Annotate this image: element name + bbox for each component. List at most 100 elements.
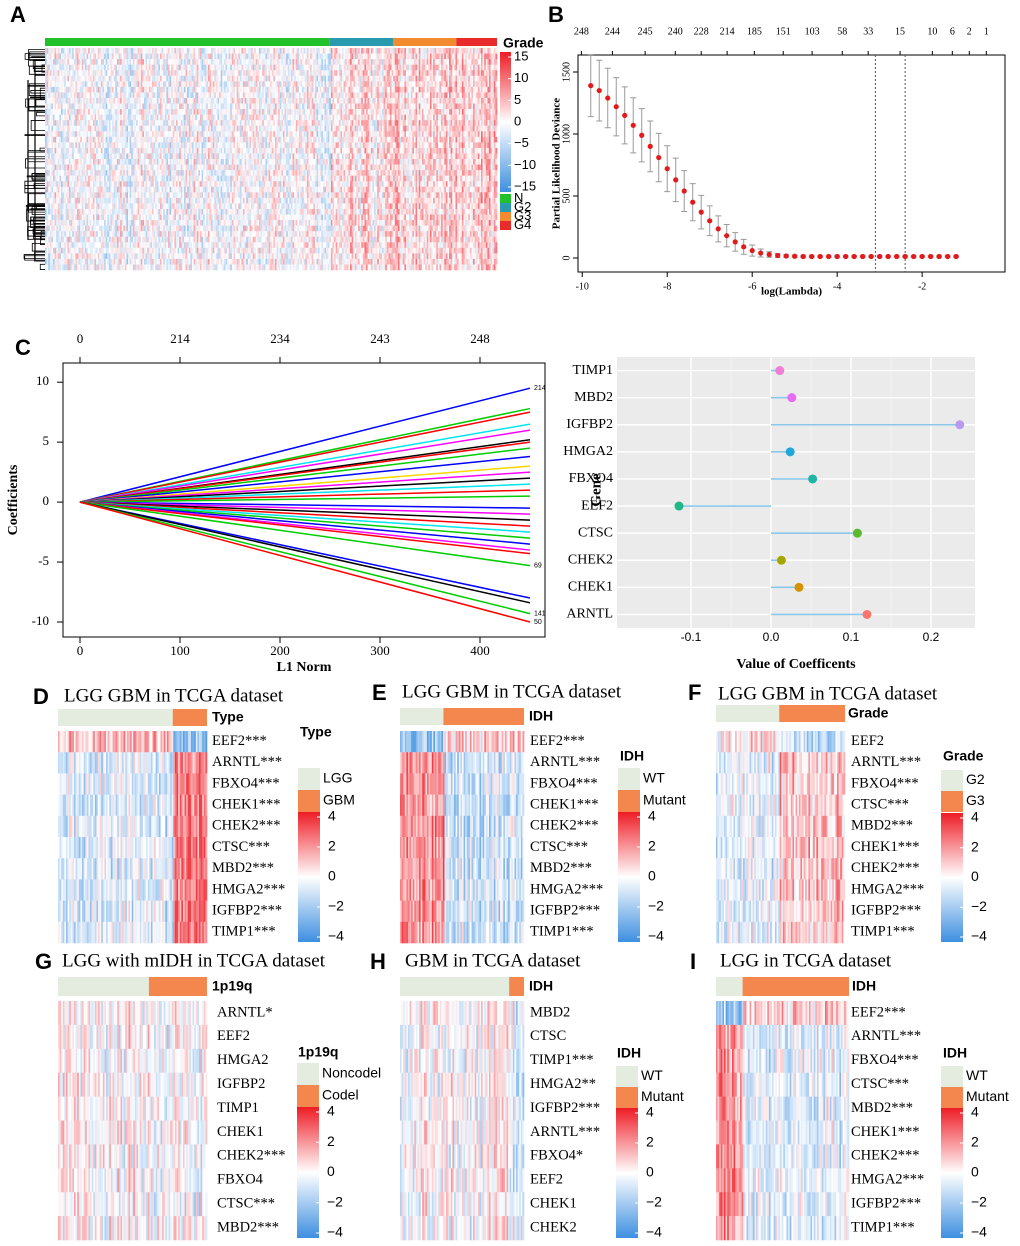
heatmap-cell xyxy=(220,186,223,193)
heatmap-cell xyxy=(217,159,220,165)
heatmap-cell xyxy=(174,236,177,243)
heatmap-cell xyxy=(89,203,92,210)
heatmap-cell xyxy=(56,59,59,65)
heatmap-cell xyxy=(102,192,105,199)
heatmap-cell xyxy=(52,147,55,154)
heatmap-cell xyxy=(182,175,185,182)
heatmap-cell xyxy=(147,64,150,71)
heatmap-cell xyxy=(166,192,169,199)
heatmap-cell xyxy=(169,242,172,249)
heatmap-cell xyxy=(148,186,151,193)
heatmap-cell xyxy=(183,208,186,215)
heatmap-cell xyxy=(153,142,156,149)
heatmap-cell xyxy=(126,197,129,204)
heatmap-cell xyxy=(134,192,137,199)
point xyxy=(630,122,636,128)
heatmap-cell xyxy=(212,53,215,60)
heatmap-cell xyxy=(105,75,108,82)
heatmap-cell xyxy=(164,53,167,60)
heatmap-cell xyxy=(227,64,229,71)
heatmap-cell xyxy=(169,214,172,221)
heatmap-cell xyxy=(231,181,234,188)
heatmap-cell xyxy=(161,242,164,249)
heatmap-cell xyxy=(183,75,186,82)
heatmap-cell xyxy=(89,175,92,182)
heatmap-cell xyxy=(64,75,67,82)
heatmap-cell xyxy=(56,231,59,237)
heatmap-cell xyxy=(99,81,102,88)
heatmap-cell xyxy=(46,53,49,60)
heatmap-cell xyxy=(113,164,116,171)
heatmap-cell xyxy=(52,159,55,165)
heatmap-cell xyxy=(110,92,113,99)
heatmap-cell xyxy=(155,181,158,188)
heatmap-cell xyxy=(223,125,226,132)
heatmap-cell xyxy=(115,120,118,126)
heatmap-cell xyxy=(198,264,201,271)
heatmap-cell xyxy=(190,203,193,210)
heatmap-cell xyxy=(49,53,52,60)
heatmap-cell xyxy=(150,59,153,65)
heatmap-cell xyxy=(187,197,190,204)
heatmap-cell xyxy=(131,142,134,149)
top-tick-label: 103 xyxy=(805,26,820,37)
point xyxy=(647,143,653,149)
heatmap-cell xyxy=(134,225,137,232)
heatmap-cell xyxy=(215,86,218,93)
heatmap-cell xyxy=(131,175,134,182)
heatmap-cell xyxy=(196,203,199,210)
heatmap-cell xyxy=(212,48,215,54)
heatmap-cell xyxy=(80,164,83,171)
heatmap-cell xyxy=(80,103,83,110)
heatmap-cell xyxy=(56,159,59,165)
heatmap-cell xyxy=(123,258,126,265)
heatmap-cell xyxy=(88,231,91,237)
heatmap-cell xyxy=(222,86,225,93)
heatmap-cell xyxy=(57,64,60,71)
heatmap-cell xyxy=(172,114,175,121)
heatmap-cell xyxy=(211,75,214,82)
heatmap-cell xyxy=(191,231,194,237)
heatmap-cell xyxy=(137,70,140,77)
heatmap-cell xyxy=(222,203,225,210)
heatmap-cell xyxy=(185,264,188,271)
heatmap-cell xyxy=(134,92,137,99)
heatmap-cell xyxy=(116,86,119,93)
heatmap-cell xyxy=(191,264,194,271)
heatmap-cell xyxy=(57,120,60,126)
heatmap-cell xyxy=(198,208,201,215)
heatmap-cell xyxy=(174,131,177,138)
heatmap-cell xyxy=(201,164,204,171)
heatmap-cell xyxy=(62,64,65,71)
heatmap-cell xyxy=(92,203,95,210)
heatmap-cell xyxy=(214,59,217,65)
top-tick-label: 0 xyxy=(77,331,84,346)
heatmap-cell xyxy=(46,164,49,171)
heatmap-cell xyxy=(145,70,148,77)
heatmap-cell xyxy=(207,203,210,210)
heatmap-cell xyxy=(167,53,170,60)
heatmap-cell xyxy=(228,109,231,115)
heatmap-cell xyxy=(70,186,73,193)
heatmap-cell xyxy=(209,92,212,99)
heatmap-cell xyxy=(231,258,234,265)
heatmap-cell xyxy=(148,258,151,265)
heatmap-cell xyxy=(100,186,103,193)
heatmap-cell xyxy=(199,203,202,210)
heatmap-cell xyxy=(118,86,121,93)
heatmap-cell xyxy=(113,208,116,215)
heatmap-cell xyxy=(155,75,158,82)
heatmap-cell xyxy=(46,109,49,115)
heatmap-cell xyxy=(46,242,49,249)
heatmap-cell xyxy=(54,142,57,149)
heatmap-cell xyxy=(97,59,100,65)
heatmap-cell xyxy=(70,114,73,121)
heatmap-cell xyxy=(152,164,154,171)
heatmap-cell xyxy=(199,192,202,199)
heatmap-cell xyxy=(203,59,206,65)
heatmap-cell xyxy=(59,53,62,60)
heatmap-cell xyxy=(45,48,47,54)
heatmap-cell xyxy=(191,147,194,154)
heatmap-cell xyxy=(107,153,110,160)
heatmap-cell xyxy=(139,142,142,149)
